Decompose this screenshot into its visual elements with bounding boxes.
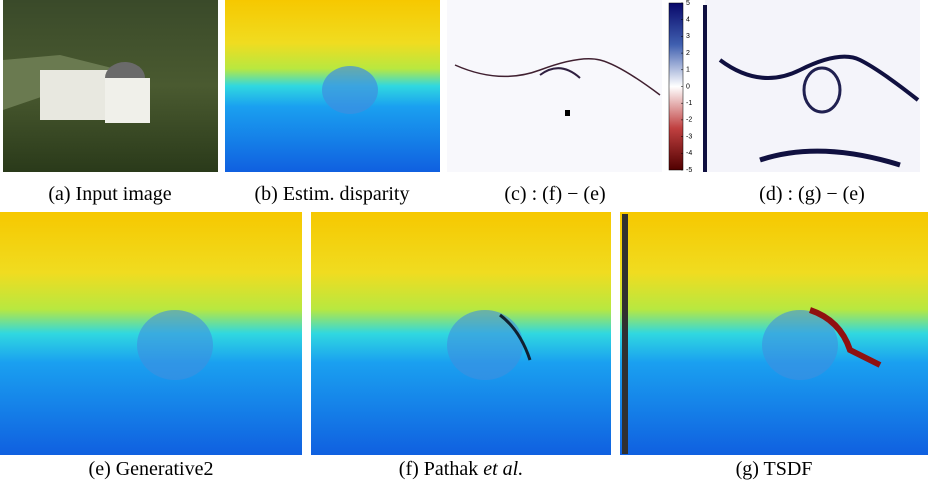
caption: (g) TSDF <box>736 458 813 480</box>
colorbar <box>668 2 684 171</box>
input-image <box>3 0 218 172</box>
disparity-map <box>225 0 440 172</box>
colorbar-tick-label: -3 <box>686 133 692 140</box>
disparity-map <box>620 212 928 455</box>
colorbar-tick-label: -2 <box>686 117 692 124</box>
disparity-map <box>0 212 302 455</box>
caption-part: et al. <box>483 458 523 480</box>
caption-part: (f) Pathak <box>399 458 483 480</box>
caption: (e) Generative2 <box>89 458 214 480</box>
colorbar-tick-label: 5 <box>686 0 690 7</box>
colorbar-tick-label: -4 <box>686 150 692 157</box>
colorbar-tick-label: 0 <box>686 83 690 90</box>
colorbar-tick-label: 2 <box>686 50 690 57</box>
caption: (a) Input image <box>48 183 171 205</box>
caption: (b) Estim. disparity <box>255 183 410 205</box>
disparity-map <box>311 212 611 455</box>
colorbar-tick-label: 3 <box>686 33 690 40</box>
caption: (c) : (f) − (e) <box>504 183 605 205</box>
colorbar-tick-label: -1 <box>686 100 692 107</box>
caption: (d) : (g) − (e) <box>759 183 865 205</box>
difference-map <box>703 0 920 172</box>
colorbar-tick-label: 4 <box>686 17 690 24</box>
difference-map <box>447 0 662 172</box>
colorbar-tick-label: 1 <box>686 67 690 74</box>
caption: (f) Pathak et al. <box>399 458 523 480</box>
colorbar-tick-label: -5 <box>686 167 692 174</box>
